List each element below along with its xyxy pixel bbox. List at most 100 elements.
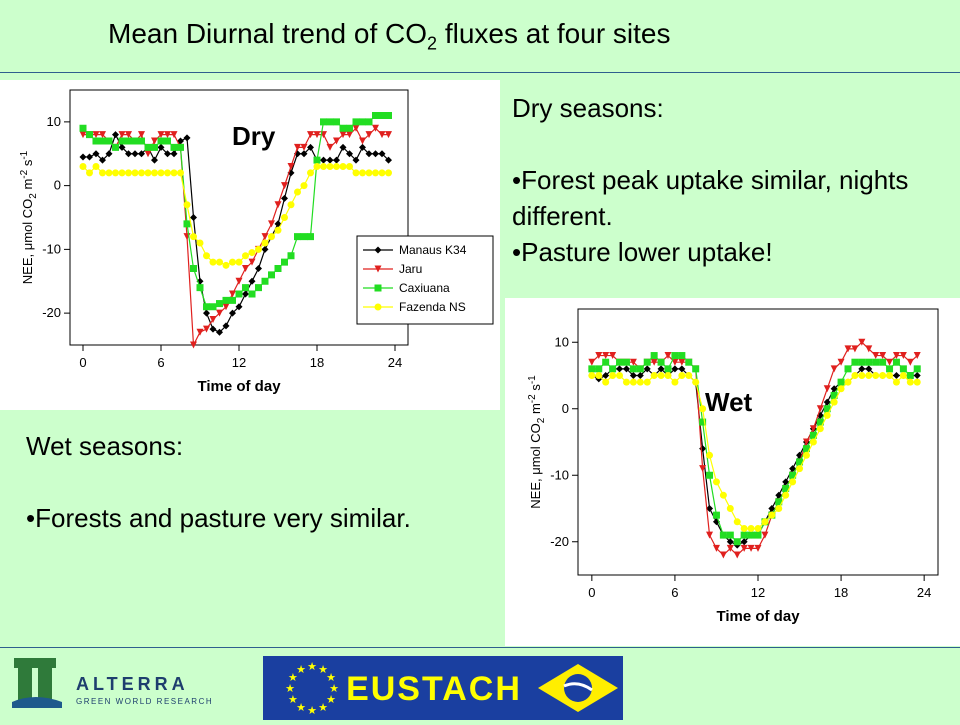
data-point [671, 378, 679, 386]
data-point [636, 372, 644, 379]
data-point [809, 431, 817, 439]
data-point [595, 372, 603, 379]
brazil-flag-icon [538, 664, 618, 712]
data-point [307, 169, 314, 177]
data-point [692, 365, 700, 373]
data-point [170, 131, 178, 139]
eustach-banner: ★★★★★★★★★ ★ ★★ EUSTACH [263, 656, 623, 720]
x-axis-label: Time of day [197, 378, 281, 395]
data-point [183, 134, 191, 142]
data-point [326, 118, 334, 126]
data-point [816, 425, 824, 433]
data-point [242, 290, 249, 298]
data-point [281, 182, 288, 190]
data-point [372, 112, 379, 119]
data-point [719, 551, 727, 559]
data-point [255, 284, 262, 292]
data-point [222, 303, 230, 311]
data-point [112, 143, 119, 151]
eu-star: ★ [288, 694, 298, 706]
data-point [86, 153, 93, 161]
data-point [99, 137, 106, 145]
data-point [622, 358, 630, 366]
data-point [588, 358, 596, 366]
data-point [830, 385, 838, 393]
data-point [229, 296, 236, 304]
data-point [255, 265, 262, 272]
data-point [385, 112, 392, 119]
data-point [196, 239, 204, 247]
data-point [300, 233, 308, 241]
data-point [196, 284, 204, 292]
data-point [892, 358, 900, 366]
data-point [830, 365, 838, 373]
data-point [105, 150, 113, 158]
data-point [858, 372, 866, 379]
data-point [830, 391, 838, 399]
data-point [622, 378, 630, 386]
data-point [809, 438, 817, 446]
data-point [92, 150, 100, 158]
data-point [802, 445, 810, 453]
data-point [678, 352, 686, 360]
data-point [740, 538, 748, 546]
data-point [352, 156, 360, 164]
data-point [222, 261, 230, 269]
data-point [595, 352, 603, 360]
data-point [125, 150, 132, 158]
data-point [809, 425, 817, 433]
legend-label: Manaus K34 [399, 243, 467, 257]
data-point [151, 143, 158, 151]
data-point [602, 352, 610, 360]
eustach-text: EUSTACH [346, 670, 522, 708]
data-point [261, 239, 269, 247]
data-point [740, 524, 748, 532]
eu-star: ★ [296, 664, 306, 676]
data-point [118, 143, 126, 151]
data-point [879, 372, 887, 379]
data-point [906, 358, 914, 366]
x-tick-label: 6 [157, 355, 164, 370]
data-point [378, 112, 386, 119]
data-point [222, 296, 230, 304]
data-point [747, 544, 755, 552]
data-point [333, 163, 340, 170]
x-tick-label: 0 [79, 355, 86, 370]
data-point [287, 201, 295, 209]
data-point [844, 378, 852, 386]
data-point [858, 365, 866, 373]
data-point [747, 531, 755, 539]
data-point [222, 322, 230, 330]
dry-season-chart: 0 6 12 18 24 10 0 -10 -20 Time of day NEE, μmol CO… [19, 89, 494, 395]
data-point [365, 150, 373, 158]
data-point [164, 131, 171, 139]
wet-bullet-1: •Forests and pasture very similar. [26, 503, 411, 533]
data-point [378, 169, 386, 177]
data-point [203, 309, 210, 317]
data-point [235, 277, 243, 285]
data-point [761, 518, 769, 526]
footer-logos: ALTERRA GREEN WORLD RESEARCH ★ ★ ★ ★ ★ ★ ★ ★ ★ ★ ★… [0, 648, 960, 720]
data-point [79, 163, 87, 170]
data-point [740, 544, 748, 552]
data-point [190, 214, 197, 221]
data-point [86, 169, 93, 177]
data-point [326, 156, 334, 164]
data-point [816, 405, 824, 413]
data-point [851, 345, 859, 353]
data-point [906, 372, 914, 379]
data-point [858, 338, 866, 346]
data-point [789, 478, 797, 486]
data-point [650, 352, 658, 360]
data-point [320, 118, 327, 126]
data-point [892, 372, 900, 379]
data-point [333, 118, 340, 126]
data-point [664, 365, 672, 373]
data-point [287, 163, 295, 170]
data-point [913, 365, 921, 373]
data-point [899, 372, 907, 379]
data-point [203, 303, 210, 311]
data-point [657, 358, 665, 366]
data-point [872, 358, 880, 366]
data-point [913, 378, 921, 386]
